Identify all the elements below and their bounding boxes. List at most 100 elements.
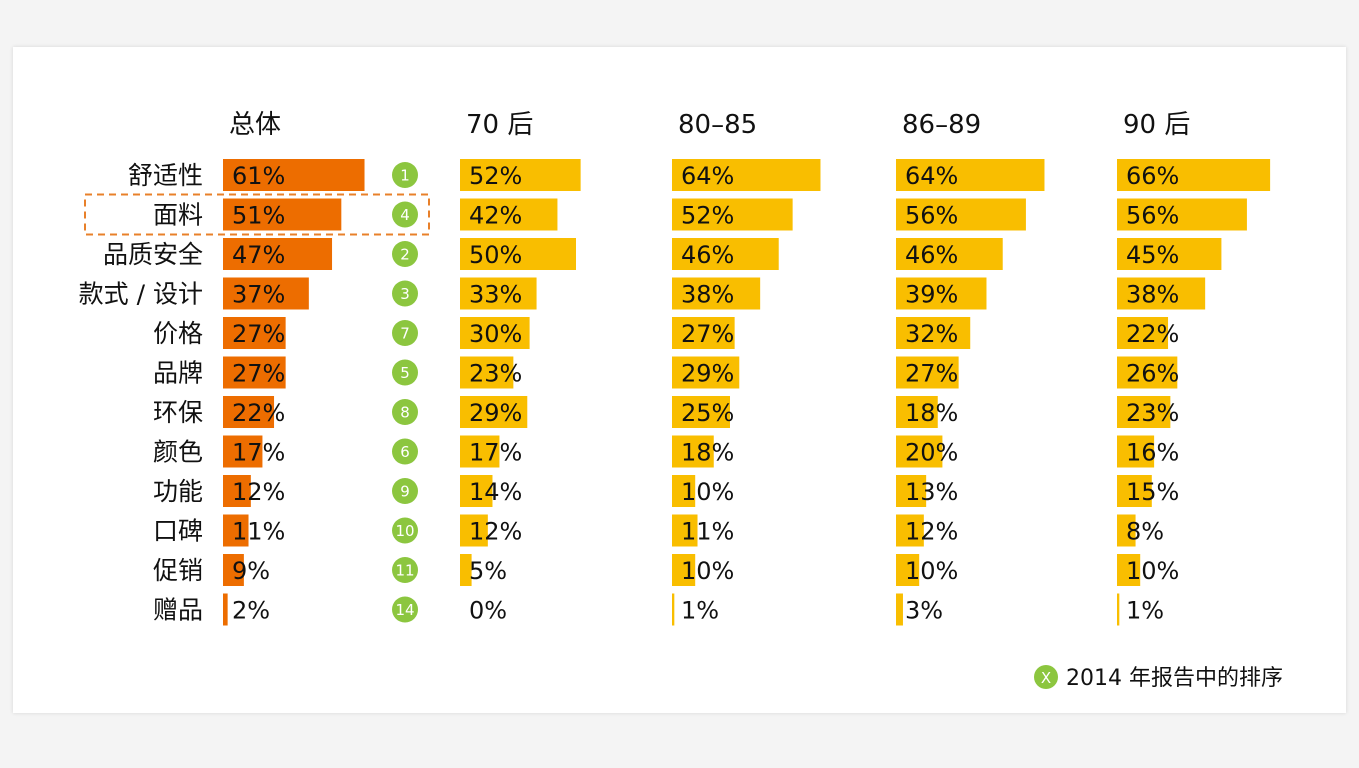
value-label-series-0: 2% (232, 597, 270, 625)
bar-series-0 (223, 396, 275, 428)
rank-badge-number: 2 (400, 246, 410, 264)
bar-series-0 (223, 238, 333, 270)
value-label-series-2: 25% (681, 399, 734, 427)
value-label-series-4: 15% (1126, 478, 1179, 506)
value-label-series-1: 29% (469, 399, 522, 427)
value-label-series-4: 26% (1126, 360, 1179, 388)
value-label-series-1: 42% (469, 202, 522, 230)
rank-badge-number: 11 (395, 562, 414, 580)
bar-series-4 (1117, 554, 1141, 586)
value-label-series-4: 45% (1126, 241, 1179, 269)
bar-series-1 (460, 356, 514, 389)
value-label-series-3: 64% (905, 162, 958, 190)
rank-badge-number: 1 (400, 167, 410, 185)
bar-series-1 (460, 554, 472, 586)
rank-badge-number: 9 (400, 483, 410, 501)
category-label: 颜色 (153, 438, 203, 467)
bar-series-2 (672, 317, 735, 349)
bar-series-3 (896, 396, 938, 428)
rank-badge (392, 320, 418, 346)
rank-badge-number: 8 (400, 404, 410, 422)
bar-series-3 (896, 593, 903, 626)
bar-series-2 (672, 356, 740, 389)
value-label-series-4: 23% (1126, 399, 1179, 427)
value-label-series-2: 18% (681, 439, 734, 467)
bar-series-4 (1117, 435, 1155, 468)
bar-series-3 (896, 198, 1026, 231)
value-label-series-0: 47% (232, 241, 285, 269)
bar-series-2 (672, 238, 779, 270)
header-series-3: 86–89 (902, 110, 981, 140)
category-label: 面料 (153, 201, 203, 230)
value-label-series-4: 1% (1126, 597, 1164, 625)
value-label-series-3: 18% (905, 399, 958, 427)
category-label: 价格 (153, 319, 203, 348)
value-label-series-1: 52% (469, 162, 522, 190)
category-label: 舒适性 (128, 161, 203, 190)
bar-series-0 (223, 514, 249, 547)
value-label-series-2: 46% (681, 241, 734, 269)
bar-series-3 (896, 277, 987, 310)
bar-series-3 (896, 238, 1003, 270)
value-label-series-3: 56% (905, 202, 958, 230)
value-label-series-0: 22% (232, 399, 285, 427)
rank-badge (392, 280, 418, 307)
value-label-series-1: 33% (469, 281, 522, 309)
rank-badge-number: 7 (400, 325, 410, 343)
rank-badge-number: 5 (400, 364, 410, 382)
bar-series-2 (672, 435, 714, 468)
value-label-series-0: 51% (232, 202, 285, 230)
value-label-series-2: 27% (681, 320, 734, 348)
rank-badge (392, 557, 418, 583)
legend-label: 2014 年报告中的排序 (1066, 666, 1283, 691)
bar-series-4 (1117, 277, 1206, 310)
value-label-series-3: 46% (905, 241, 958, 269)
rank-badge-number: 6 (400, 443, 410, 461)
value-label-series-4: 8% (1126, 518, 1164, 546)
bar-series-4 (1117, 396, 1171, 428)
bar-series-1 (460, 198, 558, 231)
bar-series-4 (1117, 159, 1271, 191)
rank-badge (392, 517, 418, 544)
value-label-series-0: 9% (232, 557, 270, 585)
value-label-series-4: 66% (1126, 162, 1179, 190)
bar-series-0 (223, 198, 342, 231)
bar-series-3 (896, 159, 1045, 191)
value-label-series-1: 50% (469, 241, 522, 269)
rank-badge (392, 359, 418, 386)
value-label-series-2: 29% (681, 360, 734, 388)
value-label-series-3: 32% (905, 320, 958, 348)
value-label-series-4: 38% (1126, 281, 1179, 309)
legend-rank-badge (1034, 665, 1058, 689)
bar-series-2 (672, 198, 793, 231)
highlight-box (84, 193, 430, 236)
header-series-4: 90 后 (1123, 110, 1190, 140)
value-label-series-0: 27% (232, 360, 285, 388)
bar-series-0 (223, 277, 309, 310)
rank-badge-number: 10 (395, 522, 414, 540)
value-label-series-0: 11% (232, 518, 285, 546)
bar-series-1 (460, 159, 581, 191)
value-label-series-4: 16% (1126, 439, 1179, 467)
rank-badge (392, 162, 418, 188)
category-label: 促销 (153, 556, 203, 585)
bar-series-4 (1117, 356, 1178, 389)
rank-badge (392, 399, 418, 425)
chart-card: 总体 70 后 80–85 86–89 90 后舒适性 面料 品质安全 款式 / 设计 价格 品牌… (13, 47, 1346, 713)
bar-series-1 (460, 396, 528, 428)
rank-badge-number: 3 (400, 285, 410, 303)
value-label-series-3: 20% (905, 439, 958, 467)
value-label-series-0: 27% (232, 320, 285, 348)
value-label-series-3: 13% (905, 478, 958, 506)
bar-series-4 (1117, 475, 1152, 507)
bar-series-3 (896, 317, 971, 349)
bar-series-2 (672, 396, 730, 428)
legend-symbol: X (1041, 669, 1051, 687)
value-label-series-0: 61% (232, 162, 285, 190)
value-label-series-2: 1% (681, 597, 719, 625)
bar-series-2 (672, 554, 696, 586)
bar-series-2 (672, 277, 761, 310)
header-series-0: 总体 (229, 110, 281, 140)
value-label-series-4: 56% (1126, 202, 1179, 230)
category-label: 品牌 (153, 359, 203, 388)
